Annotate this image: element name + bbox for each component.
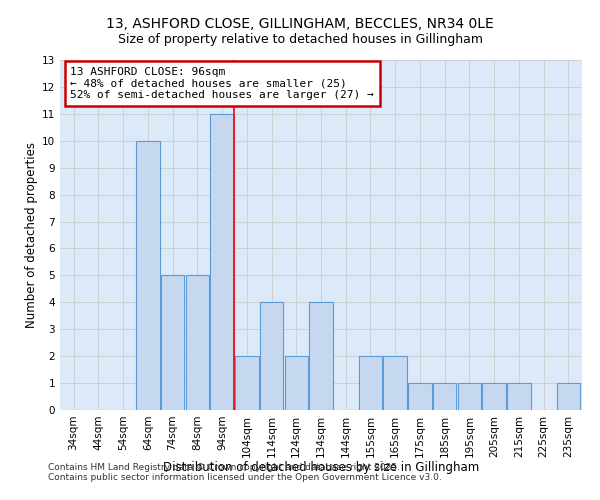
Bar (235, 356, 259, 410)
Bar (557, 383, 580, 410)
Bar (507, 383, 530, 410)
Text: 13 ASHFORD CLOSE: 96sqm
← 48% of detached houses are smaller (25)
52% of semi-de: 13 ASHFORD CLOSE: 96sqm ← 48% of detache… (70, 67, 374, 100)
Text: Contains HM Land Registry data © Crown copyright and database right 2025.
Contai: Contains HM Land Registry data © Crown c… (48, 463, 442, 482)
Bar (309, 302, 333, 410)
Y-axis label: Number of detached properties: Number of detached properties (25, 142, 38, 328)
Bar (458, 383, 481, 410)
Bar (185, 276, 209, 410)
Text: 13, ASHFORD CLOSE, GILLINGHAM, BECCLES, NR34 0LE: 13, ASHFORD CLOSE, GILLINGHAM, BECCLES, … (106, 18, 494, 32)
Text: Size of property relative to detached houses in Gillingham: Size of property relative to detached ho… (118, 32, 482, 46)
Bar (260, 302, 283, 410)
Bar (433, 383, 457, 410)
X-axis label: Distribution of detached houses by size in Gillingham: Distribution of detached houses by size … (163, 461, 479, 474)
Bar (383, 356, 407, 410)
Bar (210, 114, 234, 410)
Bar (161, 276, 184, 410)
Bar (482, 383, 506, 410)
Bar (408, 383, 432, 410)
Bar (359, 356, 382, 410)
Bar (136, 141, 160, 410)
Bar (284, 356, 308, 410)
